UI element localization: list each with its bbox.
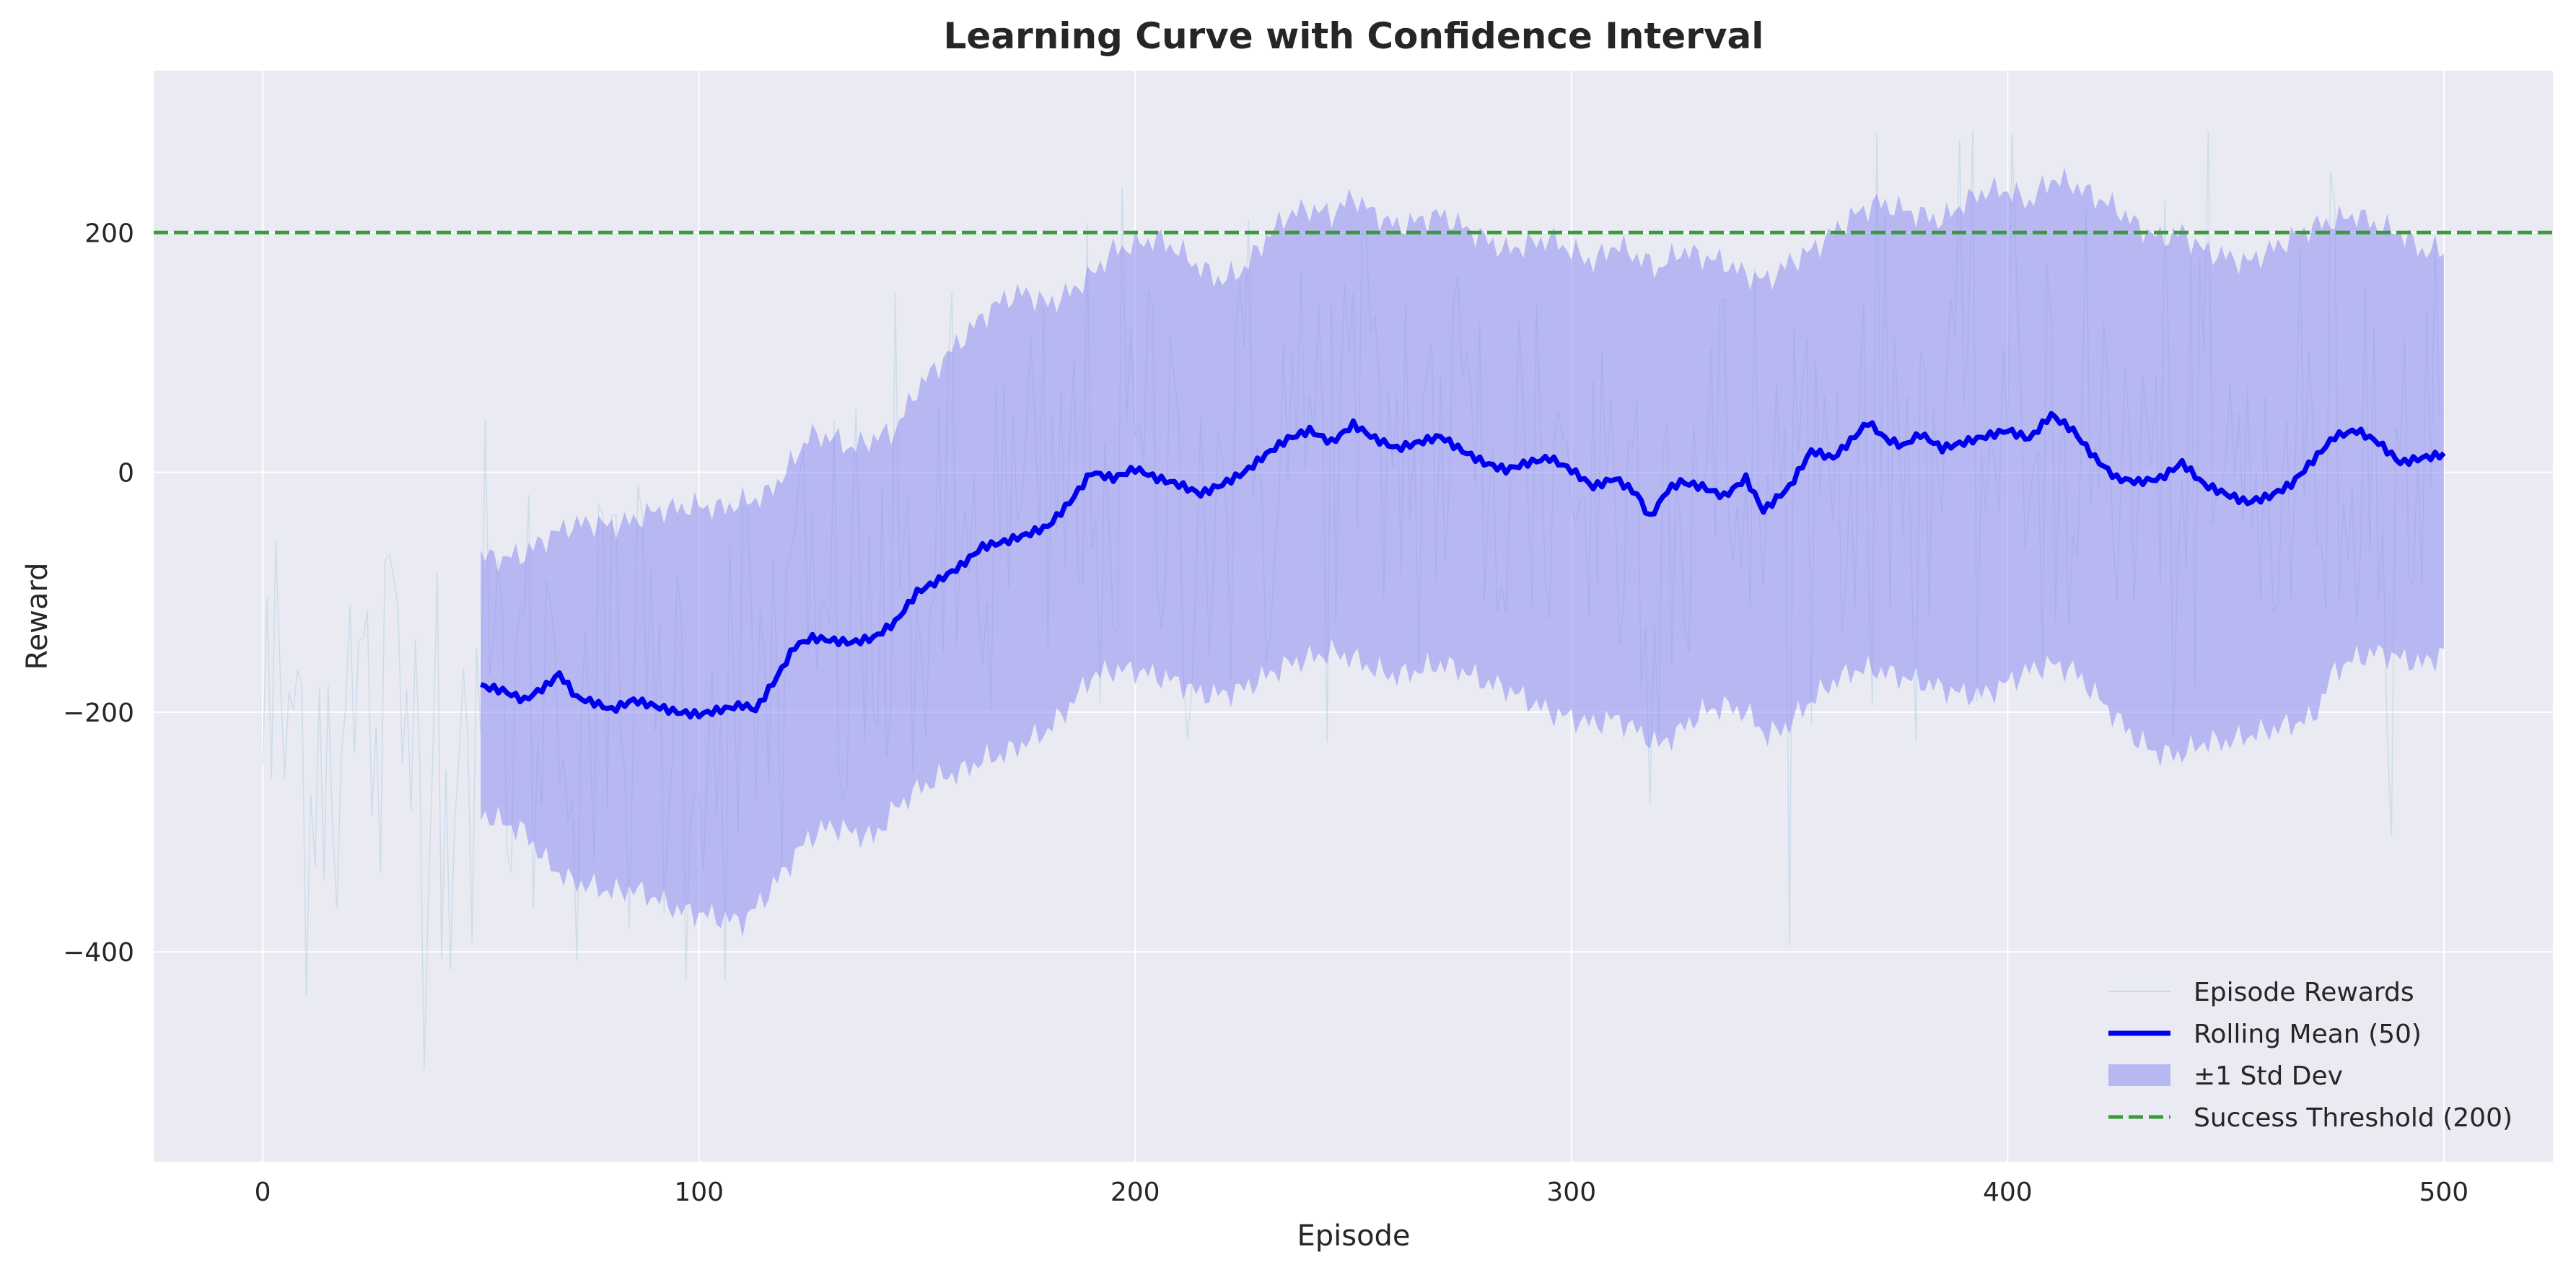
y-tick-label: −400 [63,938,134,968]
rolling-mean-layer [480,411,2446,720]
std-dev-band [481,167,2444,938]
legend-label: Rolling Mean (50) [2194,1020,2422,1049]
chart-title: Learning Curve with Confidence Interval [944,15,1764,57]
x-tick-label: 300 [1546,1178,1596,1207]
legend-label: Success Threshold (200) [2194,1103,2513,1133]
rolling-mean-line [480,411,2446,720]
x-tick-label: 0 [255,1178,271,1207]
y-tick-label: 200 [84,219,134,248]
tick-labels: 0 100 200 300 400 500 −400 −200 0 200 [63,219,2468,1207]
x-axis-label: Episode [1297,1219,1410,1253]
y-tick-label: 0 [118,459,134,488]
y-tick-label: −200 [63,698,134,728]
x-tick-label: 100 [674,1178,724,1207]
x-tick-label: 500 [2419,1178,2469,1207]
x-tick-label: 200 [1110,1178,1160,1207]
y-axis-label: Reward [21,563,54,670]
legend: Episode Rewards Rolling Mean (50) ±1 Std D… [2108,978,2513,1133]
legend-swatch-std-dev [2108,1064,2170,1086]
std-band-layer [481,167,2444,938]
legend-label: Episode Rewards [2194,978,2414,1007]
legend-label: ±1 Std Dev [2194,1061,2343,1091]
x-tick-label: 400 [1983,1178,2033,1207]
